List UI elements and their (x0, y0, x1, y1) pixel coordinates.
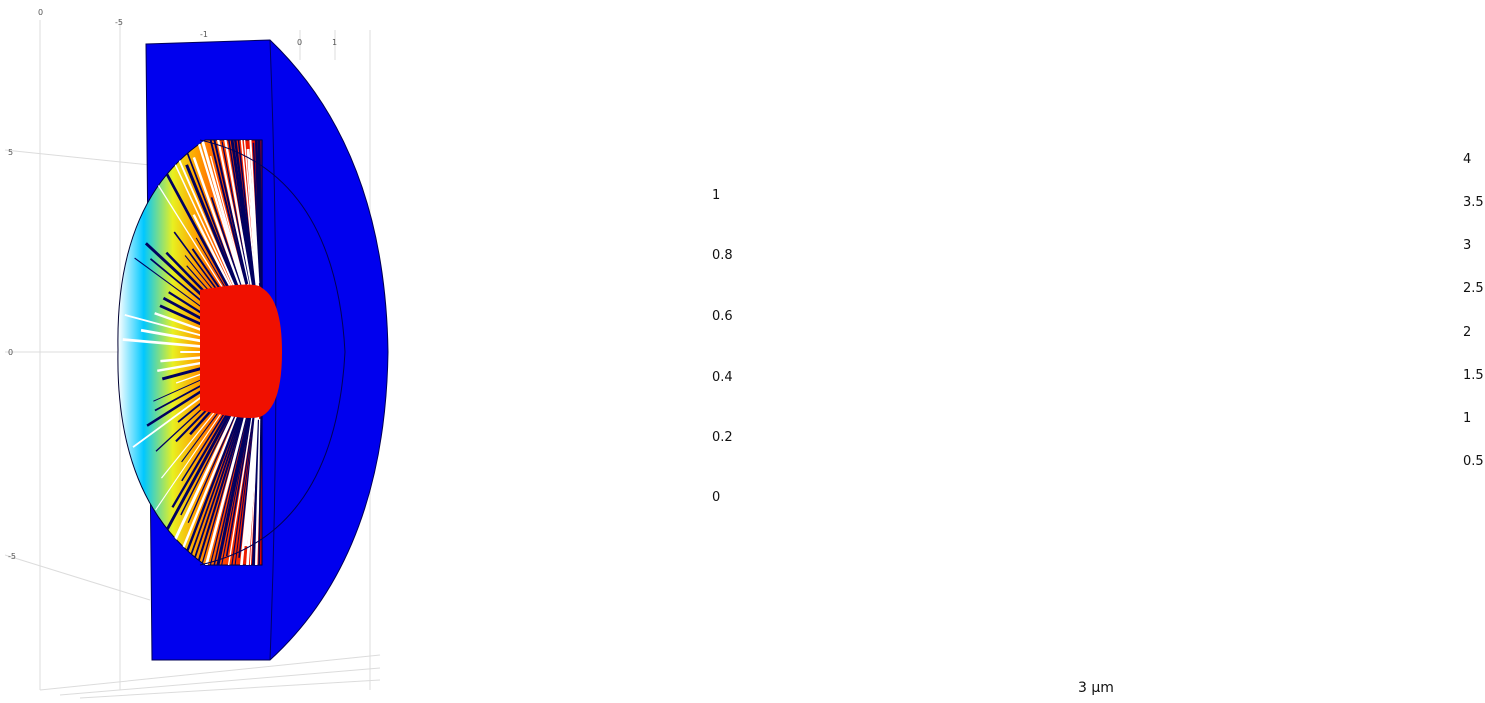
lattice-strut (183, 410, 244, 565)
colorbar-2-tick-label: 1 (1463, 411, 1472, 426)
lattice-strut (210, 418, 251, 565)
lattice-strut (212, 140, 255, 309)
panel-3d-view (4, 20, 389, 699)
lattice-strut (211, 140, 255, 301)
colorbar-1-tick-label: 0.2 (712, 430, 733, 445)
inner-ring-line (199, 139, 346, 566)
axis-label-top-4: 1 (332, 38, 338, 47)
colorbar-1-tick-label: 0.8 (712, 248, 733, 263)
lattice-strut (192, 140, 251, 300)
colorbar-2-tick-label: 0.5 (1463, 454, 1484, 469)
colorbar-2-tick-label: 3 (1463, 238, 1472, 253)
colorbar-2-tick-label: 2 (1463, 325, 1472, 340)
lattice-strut (154, 152, 243, 313)
lattice-strut (252, 142, 261, 284)
colorbar-1-tick-label: 1 (712, 188, 721, 203)
lattice-strut (222, 140, 258, 301)
colorbar-2-tick-label: 3.5 (1463, 195, 1484, 210)
colorbar-2-tick-label: 2.5 (1463, 281, 1484, 296)
scale-bar-label: 3 µm (1078, 680, 1114, 696)
lattice-strut (213, 395, 255, 565)
lattice-strut (239, 140, 259, 302)
lattice-strut (257, 400, 263, 565)
lattice-strut (185, 164, 246, 307)
axis-label-top-3: 0 (297, 38, 303, 47)
lattice-strut (220, 403, 255, 565)
axis-label-top-2: -1 (200, 30, 208, 39)
lattice-strut (210, 197, 247, 302)
lattice-strut (246, 148, 260, 300)
lattice-strut (225, 409, 254, 557)
lattice-strut (184, 410, 246, 565)
colorbar-2-tick-label: 4 (1463, 152, 1472, 167)
colorbar-2-tick-label: 1.5 (1463, 368, 1484, 383)
lattice-strut (180, 140, 246, 292)
lattice-strut (239, 425, 259, 565)
lattice-strut (219, 140, 253, 291)
lattice-strut (250, 419, 261, 565)
central-hub (200, 284, 282, 418)
axis-label-top-1: -5 (115, 18, 123, 27)
lattice-strut (228, 397, 257, 565)
lattice-strut (253, 140, 262, 286)
colorbar-1-tick-label: 0.4 (712, 370, 733, 385)
lattice-strut (226, 140, 256, 297)
axis-label-top-0: 0 (38, 8, 44, 17)
axis-label-left-2: -5 (8, 552, 16, 561)
axis-label-left-1: 0 (8, 348, 14, 357)
lattice-strut (180, 397, 241, 516)
lattice-strut (212, 140, 249, 285)
lattice-strut (221, 141, 254, 306)
lattice-strut (177, 405, 243, 560)
lattice-strut (165, 140, 249, 312)
lattice-strut (191, 404, 251, 565)
lattice-strut (186, 140, 251, 307)
lattice-strut (181, 392, 249, 564)
lattice-strut (234, 140, 258, 293)
lattice-strut (188, 402, 247, 565)
lattice-strut (220, 414, 255, 565)
colorbar-1-tick-label: 0.6 (712, 309, 733, 324)
lattice-strut (254, 418, 262, 565)
axis-label-left-0: 5 (8, 148, 14, 157)
lattice-strut (256, 140, 263, 290)
lattice-strut (185, 401, 251, 565)
lattice-strut (201, 406, 248, 563)
colorbar-1-tick-label: 0 (712, 490, 721, 505)
